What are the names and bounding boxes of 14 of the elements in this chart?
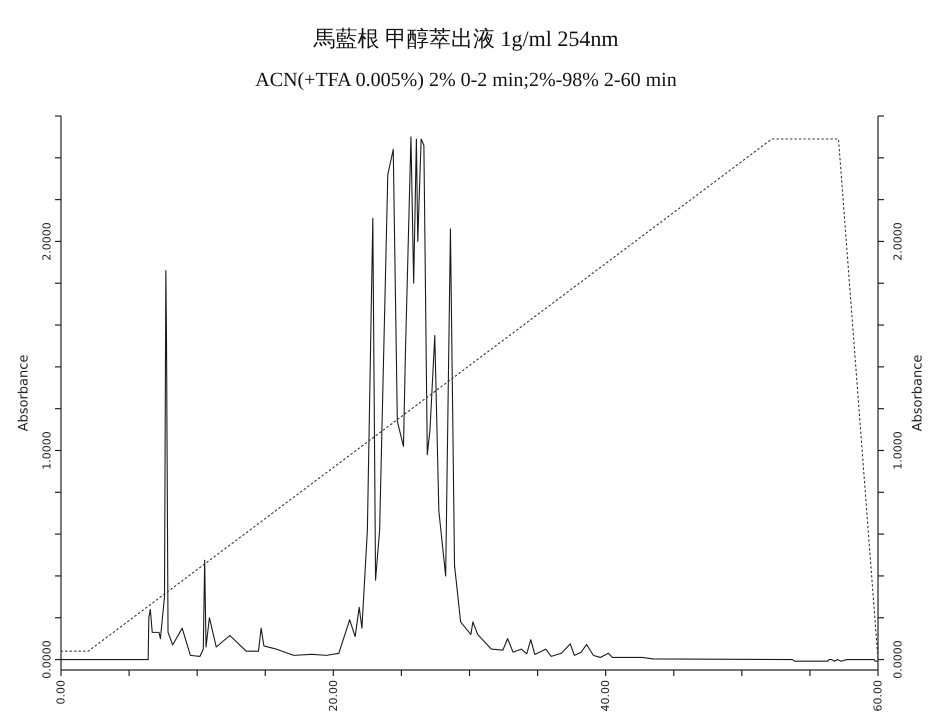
y2-tick-label: 1.0000 [892,431,904,470]
y-tick-label: 2.0000 [40,222,54,261]
y2-tick-label: 2.0000 [892,222,904,261]
x-tick-label: 60.00 [872,680,884,712]
chart-subtitle: ACN(+TFA 0.005%) 2% 0-2 min;2%-98% 2-60 min [255,69,677,91]
x-tick-label: 0.00 [54,680,68,704]
y-axis-title: Absorbance [16,354,32,432]
y-tick-label: 1.0000 [40,431,54,470]
x-tick-label: 20.00 [326,680,340,712]
x-tick-label: 40.00 [599,680,612,712]
chart-title: 馬藍根 甲醇萃出液 1g/ml 254nm [312,26,618,51]
y-tick-label: 0.0000 [40,640,54,679]
y2-tick-label: 0.0000 [892,640,904,679]
y2-axis-title: Absorbance [910,354,926,432]
